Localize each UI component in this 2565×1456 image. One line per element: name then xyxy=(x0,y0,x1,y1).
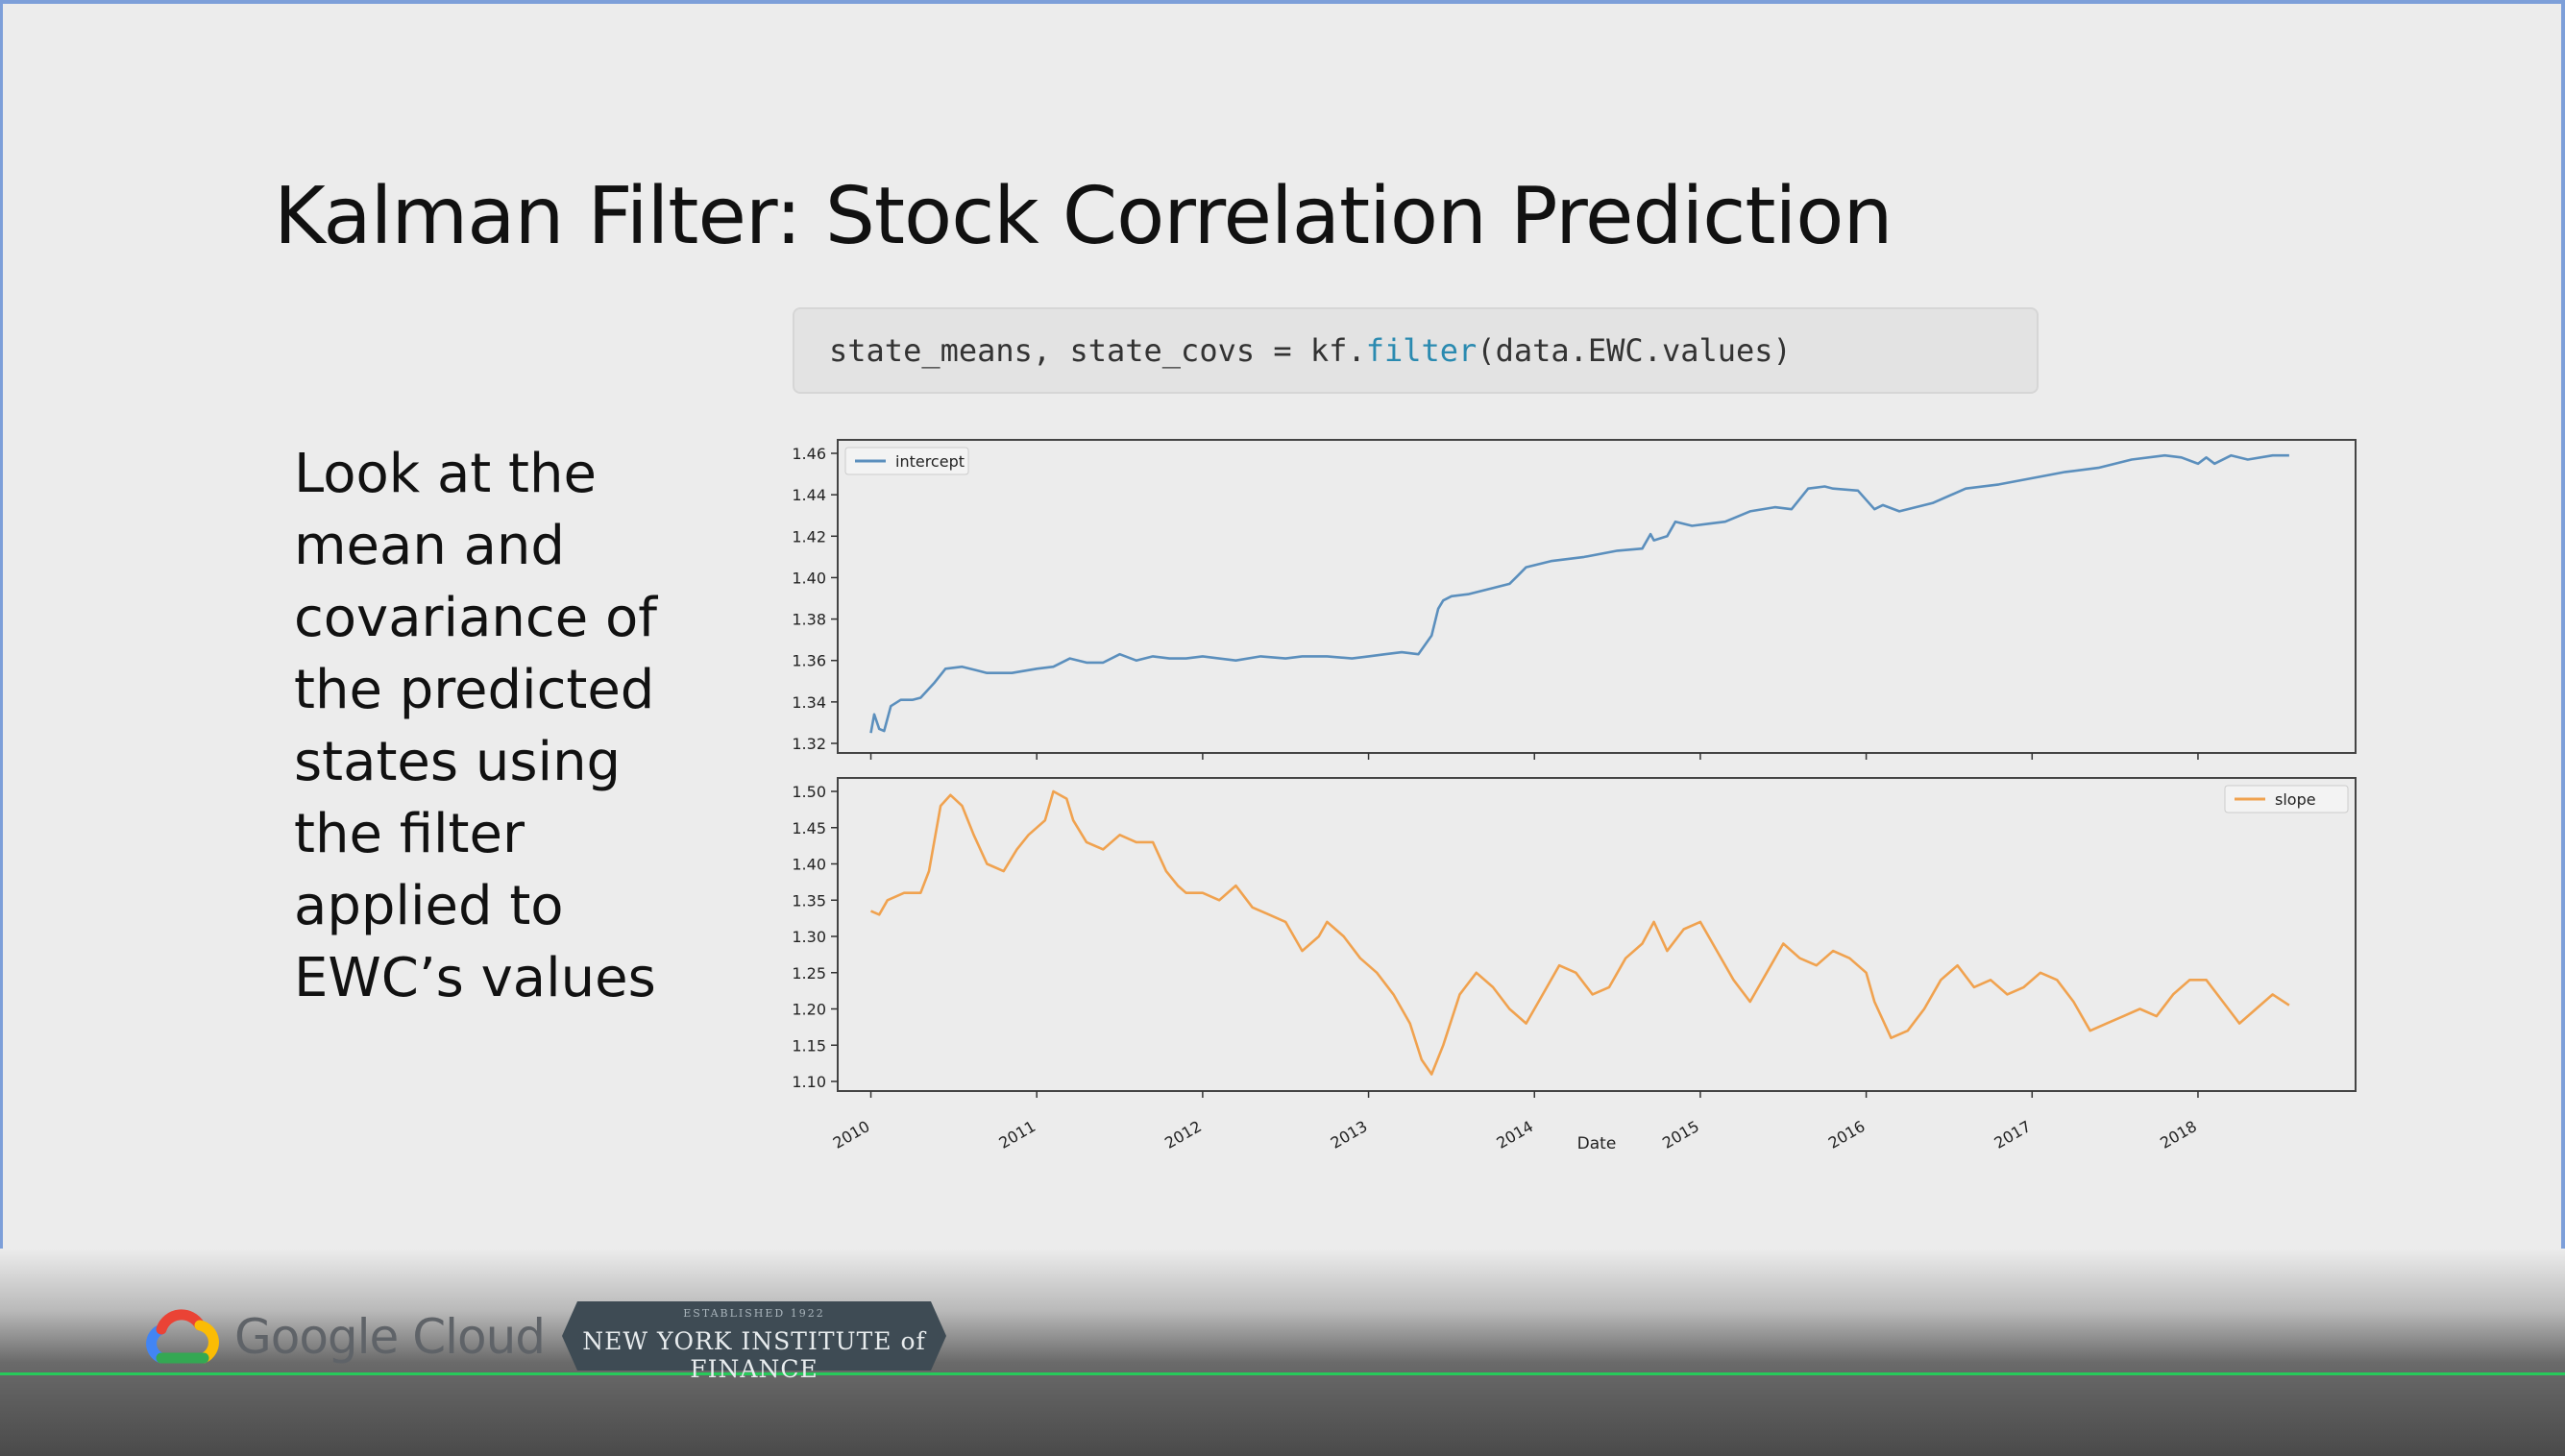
y-tick-label: 1.36 xyxy=(792,652,826,670)
x-tick-label: 2015 xyxy=(1659,1117,1702,1153)
legend-box xyxy=(2224,785,2349,813)
y-tick-label: 1.32 xyxy=(792,735,826,753)
x-tick-label: 2017 xyxy=(1991,1117,2035,1153)
y-tick-label: 1.25 xyxy=(792,964,826,983)
y-tick-label: 1.34 xyxy=(792,693,826,712)
slope-chart: 1.10 1.15 1.20 1.25 1.30 1.35 1.40 1.45 1.50 2010… xyxy=(792,777,2357,1153)
series-line-intercept xyxy=(869,453,2289,734)
google-cloud-icon xyxy=(146,1309,219,1364)
code-function: filter xyxy=(1365,332,1478,369)
slide-body-text: Look at the mean and covariance of the p… xyxy=(294,443,657,1009)
progress-line xyxy=(0,1372,2565,1375)
nyif-name: NEW YORK INSTITUTE of FINANCE xyxy=(582,1327,926,1383)
x-tick-label: 2010 xyxy=(830,1117,873,1153)
y-tick-label: 1.40 xyxy=(792,569,826,587)
nyif-established: ESTABLISHED 1922 xyxy=(683,1307,825,1320)
y-tick-label: 1.40 xyxy=(792,856,826,874)
code-suffix: (data.EWC.values) xyxy=(1477,332,1792,369)
y-tick-label: 1.10 xyxy=(792,1073,826,1091)
x-tick-label: 2012 xyxy=(1161,1117,1205,1153)
y-tick-label: 1.38 xyxy=(792,611,826,629)
plot-frame xyxy=(837,439,2357,754)
slide-title: Kalman Filter: Stock Correlation Predict… xyxy=(274,171,1893,262)
y-tick-label: 1.30 xyxy=(792,928,826,946)
footer-bar xyxy=(0,1249,2565,1456)
series-line-slope xyxy=(869,789,2290,1076)
y-tick-label: 1.20 xyxy=(792,1001,826,1019)
x-tick-label: 2016 xyxy=(1825,1117,1869,1153)
y-tick-label: 1.42 xyxy=(792,527,826,546)
y-tick-label: 1.35 xyxy=(792,891,826,910)
y-tick-label: 1.45 xyxy=(792,819,826,837)
google-cloud-wordmark: Google Cloud xyxy=(234,1309,546,1365)
code-snippet: state_means, state_covs = kf.filter(data… xyxy=(793,307,2039,394)
legend-label: slope xyxy=(2275,790,2316,809)
y-tick-label: 1.46 xyxy=(792,445,826,463)
legend-label: intercept xyxy=(895,452,965,471)
window-frame-left xyxy=(0,0,3,1456)
x-tick-label: 2013 xyxy=(1328,1117,1371,1153)
nyif-badge xyxy=(562,1301,946,1371)
y-tick-label: 1.50 xyxy=(792,783,826,801)
plot-frame xyxy=(837,777,2357,1092)
x-tick-label: 2011 xyxy=(995,1117,1038,1153)
kalman-charts: 1.32 1.34 1.36 1.38 1.40 1.42 1.44 1.46 intercep… xyxy=(792,439,2357,1153)
intercept-chart: 1.32 1.34 1.36 1.38 1.40 1.42 1.44 1.46 intercep… xyxy=(792,439,2357,760)
legend-box xyxy=(844,447,969,475)
y-tick-label: 1.44 xyxy=(792,486,826,504)
x-tick-label: 2014 xyxy=(1493,1117,1536,1153)
window-frame-top xyxy=(0,0,2565,4)
window-frame-right xyxy=(2561,0,2565,1456)
code-prefix: state_means, state_covs = kf. xyxy=(829,332,1366,369)
y-tick-label: 1.15 xyxy=(792,1036,826,1055)
x-axis-label: Date xyxy=(1577,1134,1617,1153)
x-tick-label: 2018 xyxy=(2157,1117,2200,1153)
